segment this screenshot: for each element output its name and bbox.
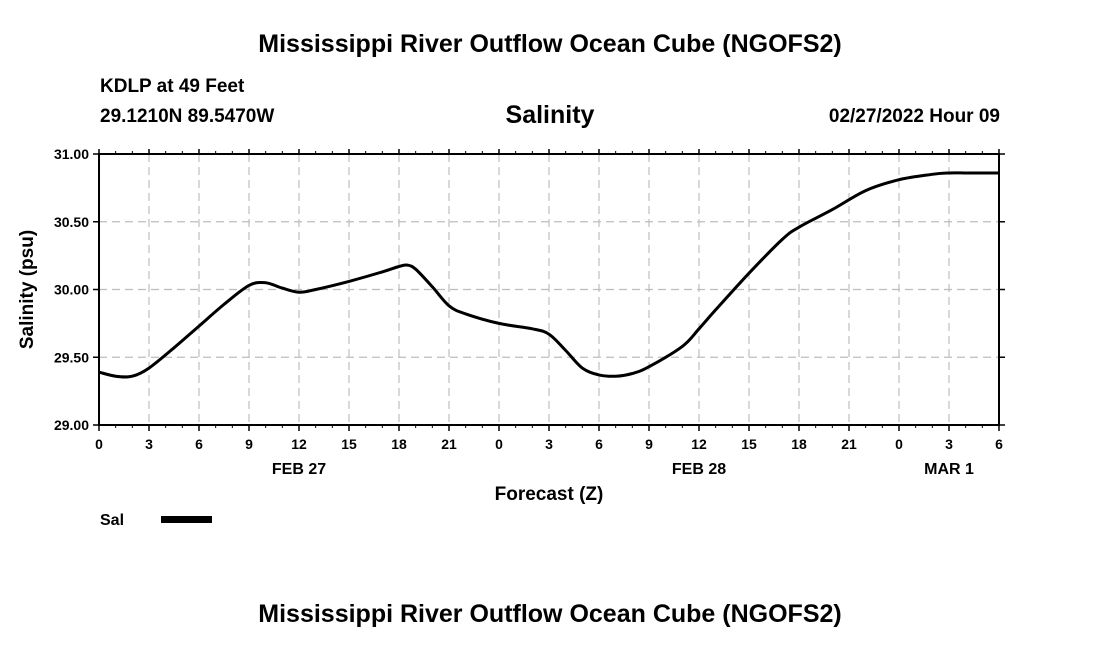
chart-variable-title: Salinity <box>505 101 595 129</box>
x-tick-label: 0 <box>495 436 503 452</box>
series-layer <box>98 171 999 379</box>
station-label: KDLP at 49 Feet <box>100 76 245 97</box>
x-tick-label: 6 <box>995 436 1003 452</box>
x-tick-label: 3 <box>145 436 153 452</box>
x-tick-label: 9 <box>245 436 253 452</box>
x-tick-label: 3 <box>545 436 553 452</box>
y-tick-label: 30.50 <box>54 214 89 230</box>
chart-main-title: Mississippi River Outflow Ocean Cube (NG… <box>258 30 842 58</box>
series-line-sal <box>98 171 999 379</box>
x-tick-label: 9 <box>645 436 653 452</box>
y-tick-label: 29.50 <box>54 349 89 365</box>
label-layer: 29.00 29.50 30.00 30.50 31.00 0 3 6 9 12 15 18 21 0 3 6… <box>54 146 1003 478</box>
grid-layer <box>99 154 999 425</box>
legend-swatch-sal <box>161 516 212 523</box>
y-tick-label: 29.00 <box>54 417 89 433</box>
x-tick-label: 15 <box>341 436 357 452</box>
x-tick-label: 12 <box>291 436 307 452</box>
y-tick-label: 31.00 <box>54 146 89 162</box>
repeated-title: Mississippi River Outflow Ocean Cube (NG… <box>258 600 842 628</box>
x-tick-label: 18 <box>391 436 407 452</box>
legend-label-sal: Sal <box>100 512 124 529</box>
y-tick-label: 30.00 <box>54 282 89 298</box>
x-tick-label: 21 <box>841 436 857 452</box>
date-label: FEB 27 <box>272 461 326 478</box>
station-coordinates: 29.1210N 89.5470W <box>100 106 275 127</box>
x-tick-label: 21 <box>441 436 457 452</box>
date-label: FEB 28 <box>672 461 726 478</box>
x-tick-label: 18 <box>791 436 807 452</box>
legend: Sal <box>100 512 212 529</box>
y-axis-title: Salinity (psu) <box>17 230 38 349</box>
x-tick-label: 6 <box>595 436 603 452</box>
x-axis-title: Forecast (Z) <box>495 484 604 505</box>
x-tick-label: 3 <box>945 436 953 452</box>
x-tick-label: 12 <box>691 436 707 452</box>
plot-frame <box>98 153 1000 426</box>
forecast-datetime: 02/27/2022 Hour 09 <box>828 106 1000 127</box>
x-tick-label: 15 <box>741 436 757 452</box>
x-tick-label: 0 <box>895 436 903 452</box>
x-tick-label: 0 <box>95 436 103 452</box>
date-label: MAR 1 <box>924 461 974 478</box>
x-tick-label: 6 <box>195 436 203 452</box>
